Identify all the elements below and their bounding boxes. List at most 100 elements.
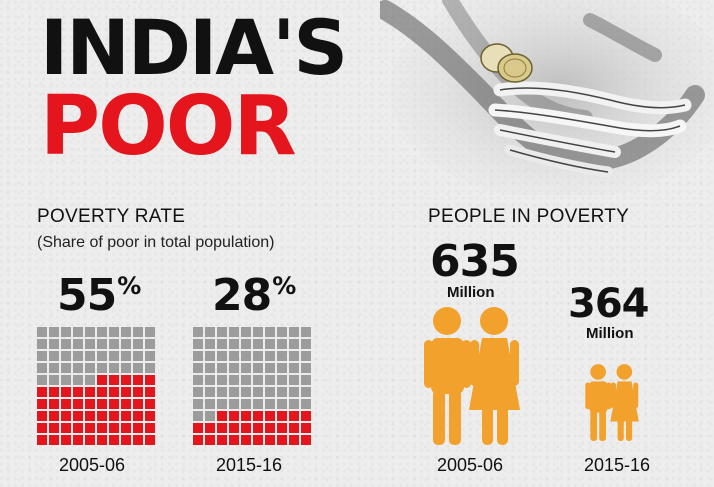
poverty-rate-value-2005: 55% <box>57 270 141 321</box>
waffle-cell <box>265 327 275 337</box>
waffle-cell-poor <box>205 423 215 433</box>
waffle-cell <box>277 375 287 385</box>
waffle-cell <box>301 327 311 337</box>
waffle-cell-poor <box>85 411 95 421</box>
waffle-cell <box>193 339 203 349</box>
waffle-cell-poor <box>109 423 119 433</box>
waffle-cell <box>37 339 47 349</box>
waffle-cell <box>121 351 131 361</box>
waffle-cell <box>205 351 215 361</box>
waffle-cell <box>121 327 131 337</box>
waffle-cell-poor <box>145 399 155 409</box>
waffle-cell-poor <box>133 411 143 421</box>
waffle-cell <box>85 363 95 373</box>
waffle-cell-poor <box>277 423 287 433</box>
waffle-cell <box>85 327 95 337</box>
waffle-cell <box>61 339 71 349</box>
waffle-cell <box>37 327 47 337</box>
waffle-cell-poor <box>49 387 59 397</box>
waffle-cell <box>193 387 203 397</box>
waffle-cell <box>61 327 71 337</box>
waffle-cell-poor <box>217 423 227 433</box>
waffle-cell-poor <box>253 423 263 433</box>
waffle-cell-poor <box>265 411 275 421</box>
title-line-2: POOR <box>40 79 297 174</box>
waffle-cell <box>205 375 215 385</box>
waffle-cell-poor <box>73 387 83 397</box>
waffle-cell <box>193 411 203 421</box>
waffle-cell <box>301 339 311 349</box>
waffle-cell-poor <box>145 375 155 385</box>
waffle-cell <box>121 339 131 349</box>
waffle-cell-poor <box>277 411 287 421</box>
waffle-cell <box>133 327 143 337</box>
waffle-cell-poor <box>145 387 155 397</box>
waffle-cell <box>301 387 311 397</box>
waffle-cell <box>301 399 311 409</box>
waffle-cell-poor <box>49 411 59 421</box>
waffle-cell-poor <box>61 399 71 409</box>
waffle-cell-poor <box>49 399 59 409</box>
waffle-cell-poor <box>37 399 47 409</box>
waffle-cell-poor <box>133 399 143 409</box>
waffle-cell <box>193 363 203 373</box>
people-unit-2015: Million <box>586 325 634 342</box>
waffle-cell <box>37 363 47 373</box>
waffle-cell <box>229 399 239 409</box>
waffle-cell <box>277 327 287 337</box>
waffle-cell-poor <box>61 423 71 433</box>
waffle-cell <box>217 351 227 361</box>
waffle-cell-poor <box>265 435 275 445</box>
waffle-cell-poor <box>49 435 59 445</box>
waffle-cell-poor <box>73 435 83 445</box>
waffle-cell <box>265 351 275 361</box>
waffle-cell-poor <box>121 387 131 397</box>
couple-icon-2015 <box>585 364 639 441</box>
waffle-cell-poor <box>121 423 131 433</box>
waffle-cell <box>301 375 311 385</box>
waffle-cell-poor <box>301 435 311 445</box>
waffle-cell <box>121 363 131 373</box>
waffle-cell <box>193 375 203 385</box>
waffle-cell <box>277 351 287 361</box>
waffle-cell <box>133 363 143 373</box>
waffle-cell-poor <box>145 423 155 433</box>
year-label-people-2015: 2015-16 <box>584 455 651 475</box>
waffle-cell <box>73 363 83 373</box>
waffle-cell <box>265 387 275 397</box>
waffle-cell-poor <box>289 435 299 445</box>
waffle-cell <box>85 375 95 385</box>
waffle-cell-poor <box>145 435 155 445</box>
waffle-cell-poor <box>97 411 107 421</box>
waffle-cell-poor <box>109 435 119 445</box>
waffle-cell <box>37 375 47 385</box>
waffle-cell-poor <box>49 423 59 433</box>
waffle-cell-poor <box>193 423 203 433</box>
waffle-cell <box>97 351 107 361</box>
waffle-cell <box>253 327 263 337</box>
waffle-cell-poor <box>97 423 107 433</box>
waffle-cell <box>253 399 263 409</box>
people-count-2005: 635 <box>430 236 520 287</box>
waffle-cell <box>85 339 95 349</box>
waffle-cell <box>49 351 59 361</box>
waffle-cell <box>205 399 215 409</box>
waffle-cell-poor <box>145 411 155 421</box>
waffle-grid-2005 <box>37 327 155 445</box>
year-label-people-2005: 2005-06 <box>437 455 504 475</box>
people-unit-2005: Million <box>447 284 495 301</box>
waffle-cell-poor <box>121 399 131 409</box>
waffle-cell <box>193 351 203 361</box>
waffle-cell-poor <box>85 435 95 445</box>
waffle-cell <box>133 339 143 349</box>
waffle-cell <box>217 387 227 397</box>
waffle-cell-poor <box>241 435 251 445</box>
waffle-cell <box>289 375 299 385</box>
waffle-cell-poor <box>85 387 95 397</box>
waffle-cell-poor <box>229 411 239 421</box>
waffle-cell <box>241 351 251 361</box>
waffle-cell <box>73 375 83 385</box>
waffle-cell-poor <box>97 435 107 445</box>
waffle-cell <box>37 351 47 361</box>
waffle-cell-poor <box>133 375 143 385</box>
